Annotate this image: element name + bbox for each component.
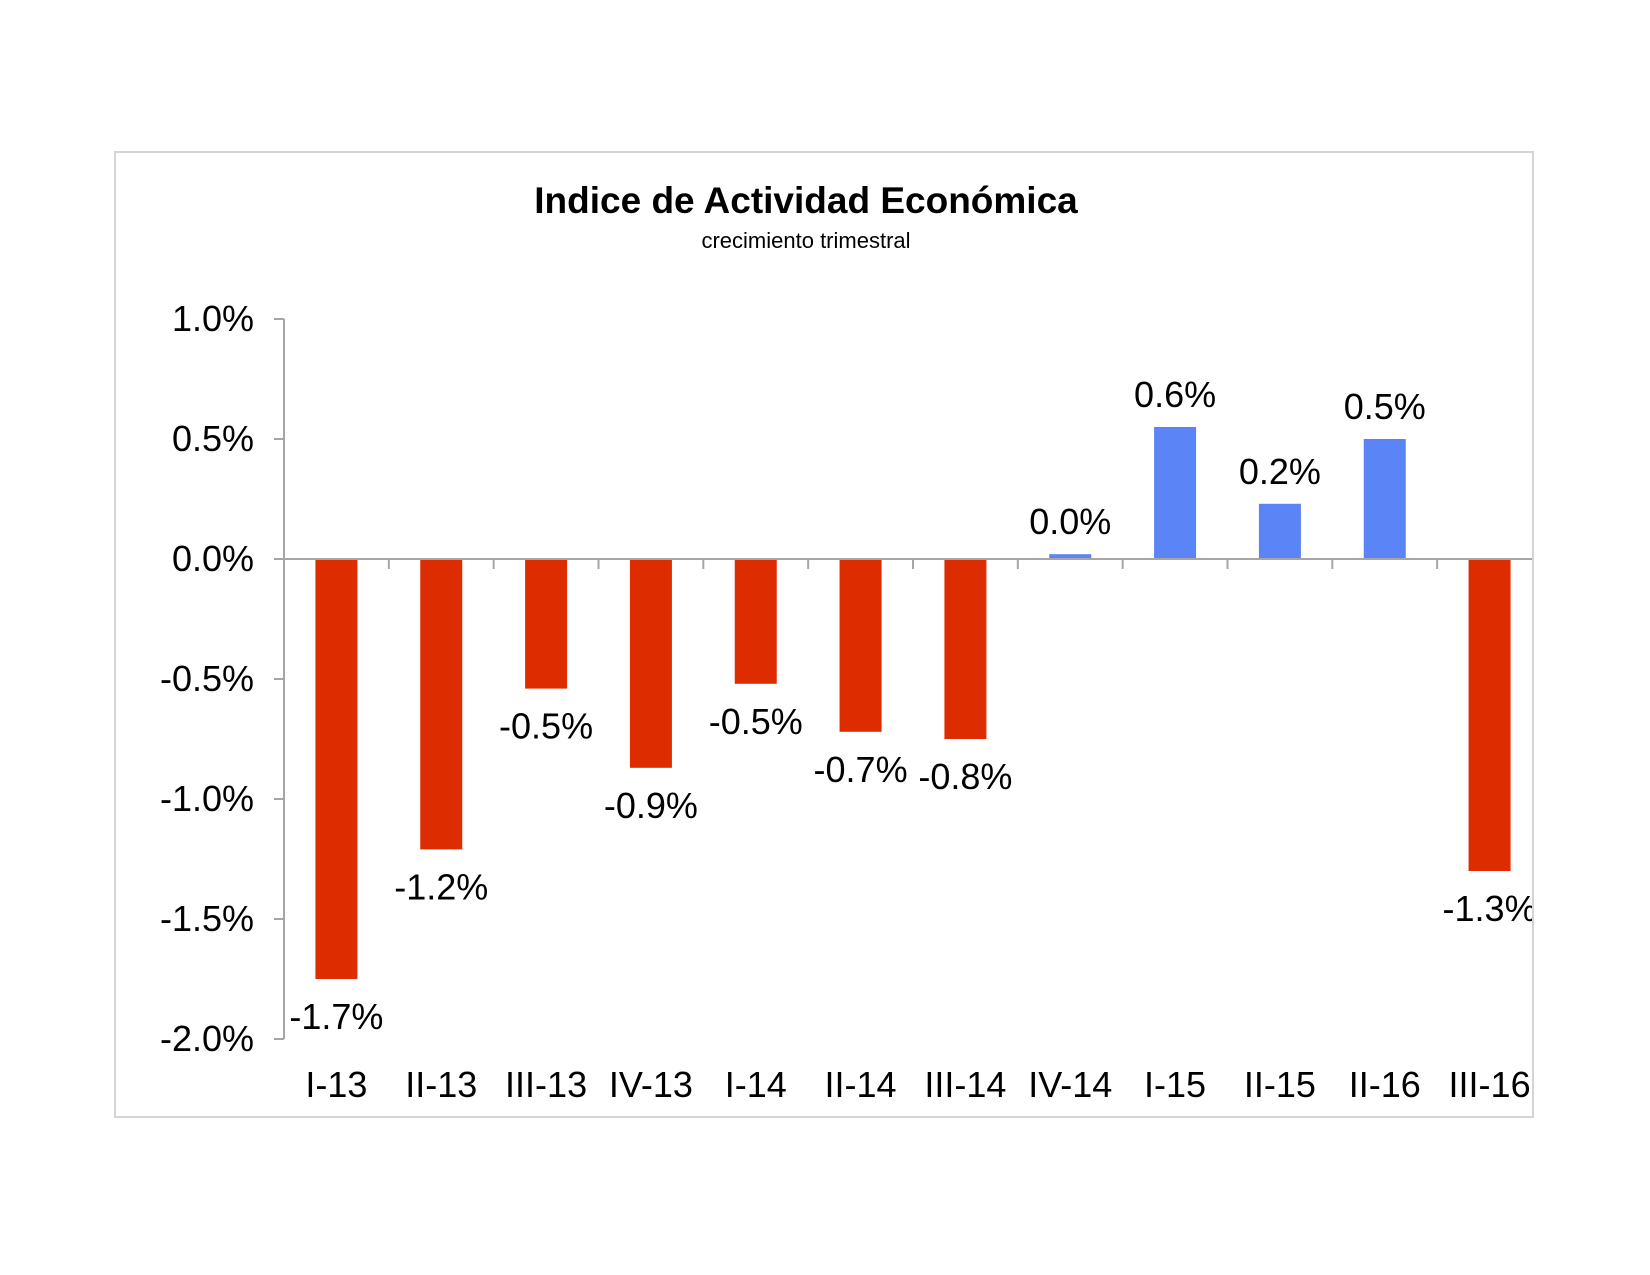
data-label: -0.9% bbox=[604, 785, 698, 826]
y-tick-label: -1.0% bbox=[160, 778, 254, 819]
category-labels: I-13 II-13 III-13 IV-13 I-14 II-14 III-14 IV-14… bbox=[305, 1064, 1530, 1105]
chart-subtitle: crecimiento trimestral bbox=[701, 228, 910, 253]
bars bbox=[315, 427, 1511, 979]
category-label: II-13 bbox=[405, 1064, 477, 1105]
bar-ii-14 bbox=[839, 559, 882, 732]
data-label: -0.7% bbox=[814, 749, 908, 790]
bar-ii-15 bbox=[1258, 503, 1301, 559]
data-label: -0.5% bbox=[709, 701, 803, 742]
data-label: 0.6% bbox=[1134, 374, 1216, 415]
data-label: 0.2% bbox=[1239, 451, 1321, 492]
chart-title: Indice de Actividad Económica bbox=[534, 180, 1078, 221]
data-label: -1.3% bbox=[1443, 888, 1532, 929]
chart-svg: Indice de Actividad Económica crecimient… bbox=[160, 180, 1532, 1105]
y-tick-label: 0.0% bbox=[172, 538, 254, 579]
category-label: I-15 bbox=[1144, 1064, 1206, 1105]
bar-ii-16 bbox=[1363, 439, 1406, 559]
y-tick-label: 0.5% bbox=[172, 418, 254, 459]
data-label: -1.7% bbox=[289, 996, 383, 1037]
data-labels: -1.7% -1.2% -0.5% -0.9% -0.5% -0.7% -0.8% 0.0% 0… bbox=[289, 374, 1532, 1037]
category-label: II-14 bbox=[825, 1064, 897, 1105]
category-label: II-15 bbox=[1244, 1064, 1316, 1105]
category-label: IV-13 bbox=[609, 1064, 693, 1105]
category-label: IV-14 bbox=[1028, 1064, 1112, 1105]
bar-i-14 bbox=[734, 559, 777, 684]
bar-iv-13 bbox=[629, 559, 672, 768]
y-tick-label: 1.0% bbox=[172, 298, 254, 339]
y-tick-label: -0.5% bbox=[160, 658, 254, 699]
category-label: I-13 bbox=[305, 1064, 367, 1105]
y-tick-label: -2.0% bbox=[160, 1018, 254, 1059]
chart-frame: Indice de Actividad Económica crecimient… bbox=[114, 151, 1534, 1118]
bar-iv-14 bbox=[1049, 554, 1092, 559]
bar-ii-13 bbox=[420, 559, 463, 850]
category-label: II-16 bbox=[1349, 1064, 1421, 1105]
category-label: III-16 bbox=[1449, 1064, 1531, 1105]
x-axis bbox=[274, 558, 1532, 569]
bar-iii-13 bbox=[525, 559, 568, 689]
category-label: III-13 bbox=[505, 1064, 587, 1105]
data-label: -0.5% bbox=[499, 706, 593, 747]
data-label: -0.8% bbox=[918, 756, 1012, 797]
data-label: -1.2% bbox=[394, 866, 488, 907]
data-label: 0.0% bbox=[1029, 501, 1111, 542]
data-label: 0.5% bbox=[1344, 386, 1426, 427]
category-label: I-14 bbox=[725, 1064, 787, 1105]
bar-i-15 bbox=[1154, 427, 1197, 559]
category-label: III-14 bbox=[924, 1064, 1006, 1105]
bar-iii-14 bbox=[944, 559, 987, 739]
y-tick-label: -1.5% bbox=[160, 898, 254, 939]
bar-iii-16 bbox=[1468, 559, 1511, 871]
bar-i-13 bbox=[315, 559, 358, 979]
y-axis: 1.0% 0.5% 0.0% -0.5% -1.0% -1.5% -2.0% bbox=[160, 298, 285, 1059]
